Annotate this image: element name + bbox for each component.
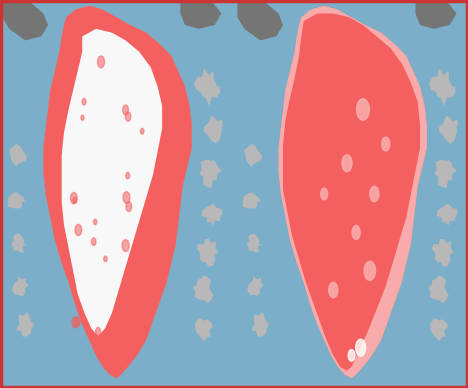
Circle shape xyxy=(124,298,129,306)
Polygon shape xyxy=(278,6,427,378)
Circle shape xyxy=(82,99,86,105)
Circle shape xyxy=(91,238,96,246)
Circle shape xyxy=(357,99,369,120)
Polygon shape xyxy=(12,276,29,296)
Circle shape xyxy=(348,350,355,361)
Circle shape xyxy=(342,155,352,172)
Polygon shape xyxy=(201,204,223,226)
Polygon shape xyxy=(199,159,222,188)
Polygon shape xyxy=(428,275,449,303)
Circle shape xyxy=(97,56,104,68)
Circle shape xyxy=(139,268,145,278)
Polygon shape xyxy=(204,115,223,144)
Polygon shape xyxy=(429,68,455,106)
Circle shape xyxy=(95,327,101,336)
Circle shape xyxy=(123,105,129,115)
Polygon shape xyxy=(44,6,192,378)
Polygon shape xyxy=(416,2,456,29)
Circle shape xyxy=(131,253,137,264)
Polygon shape xyxy=(194,68,220,106)
Circle shape xyxy=(123,192,130,203)
Polygon shape xyxy=(44,6,192,378)
Circle shape xyxy=(71,192,77,204)
Circle shape xyxy=(329,282,338,298)
Circle shape xyxy=(352,225,360,239)
Polygon shape xyxy=(283,14,420,371)
Circle shape xyxy=(104,256,107,262)
Polygon shape xyxy=(11,234,27,253)
Polygon shape xyxy=(16,312,35,337)
Polygon shape xyxy=(180,2,221,29)
Circle shape xyxy=(122,240,129,251)
Polygon shape xyxy=(432,239,454,267)
Polygon shape xyxy=(251,312,270,337)
Circle shape xyxy=(73,197,77,203)
Polygon shape xyxy=(237,2,283,40)
Polygon shape xyxy=(2,2,48,40)
Polygon shape xyxy=(244,144,263,167)
Circle shape xyxy=(72,317,78,328)
Circle shape xyxy=(356,339,366,356)
Circle shape xyxy=(127,285,133,294)
Circle shape xyxy=(370,186,379,202)
Polygon shape xyxy=(197,239,219,267)
Circle shape xyxy=(321,188,328,200)
Polygon shape xyxy=(9,144,27,167)
Polygon shape xyxy=(436,204,458,226)
Polygon shape xyxy=(7,192,25,209)
Polygon shape xyxy=(193,275,213,303)
Circle shape xyxy=(125,112,131,121)
Circle shape xyxy=(126,202,132,211)
Circle shape xyxy=(75,224,82,236)
Polygon shape xyxy=(278,6,427,378)
Polygon shape xyxy=(248,276,264,296)
Circle shape xyxy=(126,172,130,179)
Circle shape xyxy=(94,219,97,225)
Polygon shape xyxy=(195,318,212,341)
Polygon shape xyxy=(439,115,458,144)
Circle shape xyxy=(364,261,375,281)
Polygon shape xyxy=(435,159,457,188)
Circle shape xyxy=(132,282,137,290)
Circle shape xyxy=(127,303,131,310)
Polygon shape xyxy=(430,318,447,341)
Circle shape xyxy=(81,115,84,120)
Polygon shape xyxy=(242,192,260,209)
Polygon shape xyxy=(62,29,162,336)
Circle shape xyxy=(382,137,390,151)
Circle shape xyxy=(140,128,144,134)
Polygon shape xyxy=(246,234,262,253)
Circle shape xyxy=(74,317,80,327)
